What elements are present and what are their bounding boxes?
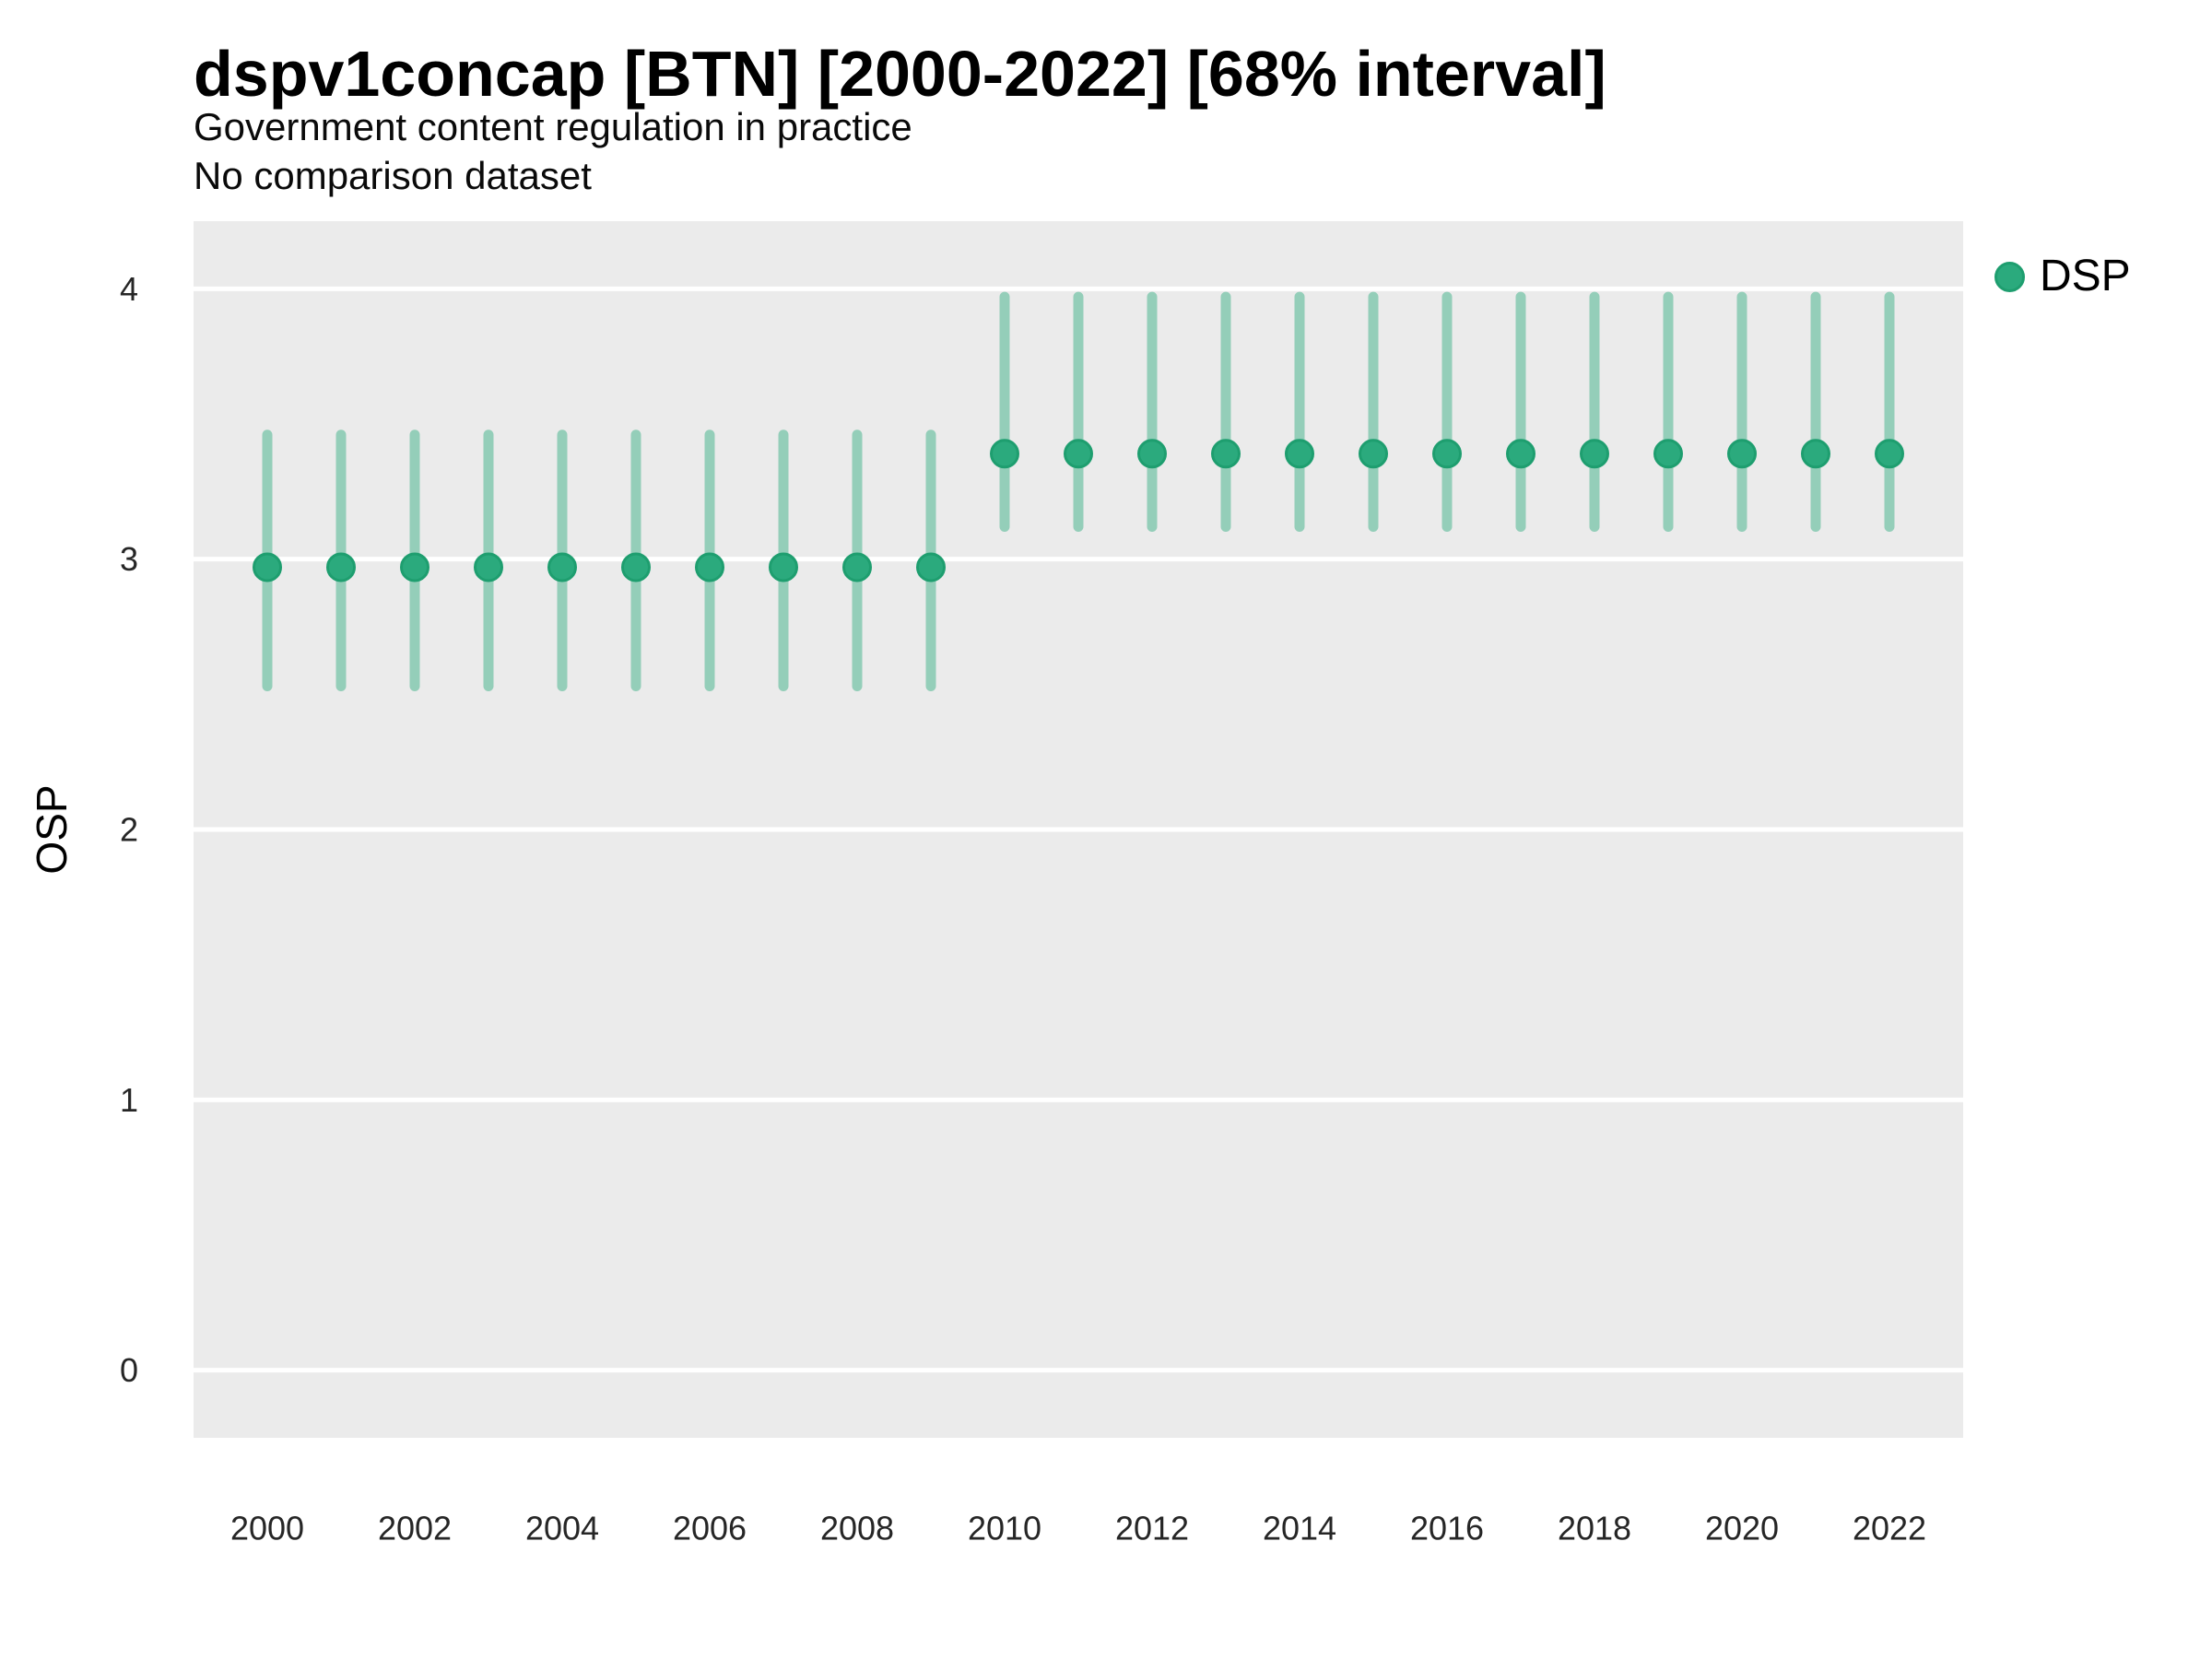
y-tick-label-1: 1 [120,1081,138,1119]
data-point-2005 [621,552,651,582]
y-tick-label-3: 3 [120,540,138,578]
legend-label: DSP [2040,252,2131,300]
x-tick-label-2016: 2016 [1410,1510,1484,1547]
data-point-2010 [990,439,1019,469]
data-point-2020 [1727,439,1757,469]
x-tick-label-2018: 2018 [1558,1510,1631,1547]
data-point-2007 [769,552,798,582]
x-tick-label-2014: 2014 [1263,1510,1336,1547]
x-tick-label-2006: 2006 [673,1510,747,1547]
data-point-2008 [842,552,872,582]
data-point-2012 [1137,439,1167,469]
data-point-2015 [1359,439,1388,469]
x-tick-label-2004: 2004 [525,1510,599,1547]
data-point-2014 [1285,439,1314,469]
data-point-2021 [1801,439,1830,469]
data-point-2003 [474,552,503,582]
chart-subtitle: Government content regulation in practic… [194,105,912,148]
data-point-2011 [1064,439,1093,469]
x-tick-label-2002: 2002 [378,1510,452,1547]
data-point-2004 [547,552,577,582]
y-tick-label-0: 0 [120,1351,138,1389]
x-tick-label-2012: 2012 [1115,1510,1189,1547]
y-tick-label-2: 2 [120,811,138,849]
legend: DSP [1994,254,2131,299]
data-point-2022 [1875,439,1904,469]
legend-point-icon [1994,261,2025,292]
data-point-2016 [1432,439,1462,469]
data-point-2013 [1211,439,1241,469]
chart-note: No comparison dataset [194,154,592,197]
x-tick-label-2000: 2000 [230,1510,304,1547]
y-tick-label-4: 4 [120,270,138,308]
data-point-2019 [1653,439,1683,469]
data-point-2000 [253,552,282,582]
data-point-2001 [326,552,356,582]
x-tick-label-2008: 2008 [820,1510,894,1547]
x-tick-label-2022: 2022 [1853,1510,1926,1547]
x-tick-label-2010: 2010 [968,1510,1041,1547]
x-tick-label-2020: 2020 [1705,1510,1779,1547]
data-point-2009 [916,552,946,582]
data-point-2017 [1506,439,1535,469]
page-title: dspv1concap [BTN] [2000-2022] [68% inter… [194,38,1606,110]
data-point-2018 [1580,439,1609,469]
data-point-2006 [695,552,724,582]
data-point-2002 [400,552,429,582]
